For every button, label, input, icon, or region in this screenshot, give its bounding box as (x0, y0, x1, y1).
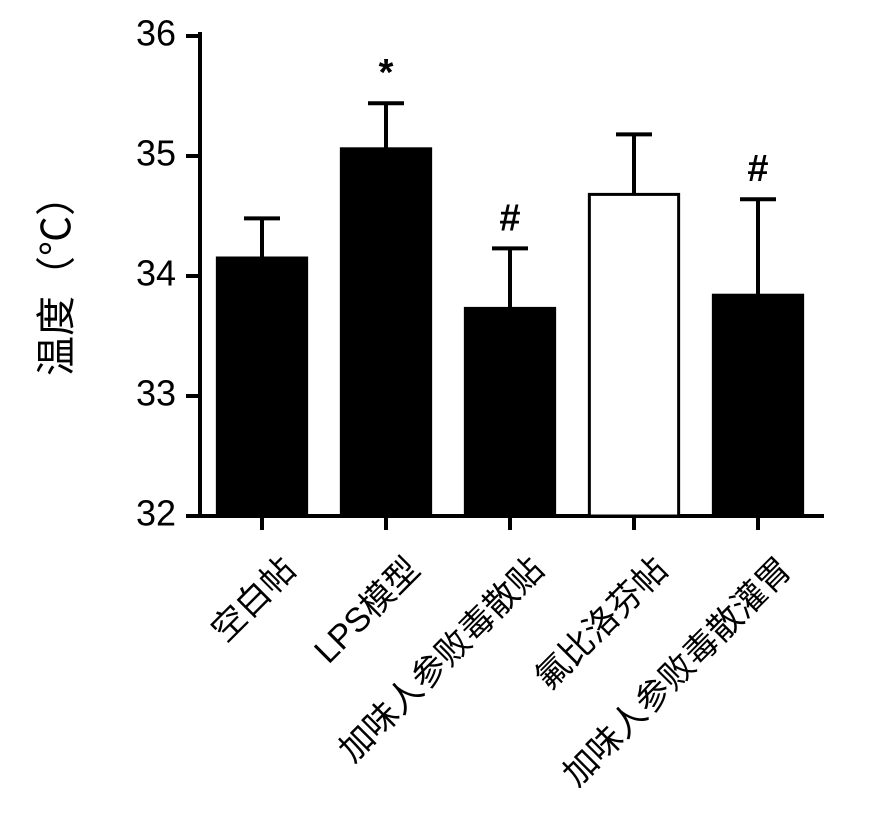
bar (465, 308, 554, 516)
y-tick-label: 35 (136, 133, 176, 174)
y-axis-label: 温度（℃） (35, 176, 79, 376)
bar-annotation: # (747, 148, 768, 190)
y-tick-label: 33 (136, 373, 176, 414)
bar (589, 194, 678, 516)
bar (217, 258, 306, 516)
bar (341, 149, 430, 516)
bar-chart: 3233343536温度（℃）*## 空白帖LPS模型加味人参败毒散贴氟比洛芬帖… (0, 0, 873, 834)
y-tick-label: 34 (136, 253, 176, 294)
bar-annotation: * (379, 52, 394, 94)
chart-svg: 32 33 34 35 36 温度（℃） * # # (0, 0, 873, 834)
bar-annotation: # (499, 197, 520, 239)
bar (713, 295, 802, 516)
y-tick-label: 32 (136, 493, 176, 534)
y-tick-label: 36 (136, 13, 176, 54)
